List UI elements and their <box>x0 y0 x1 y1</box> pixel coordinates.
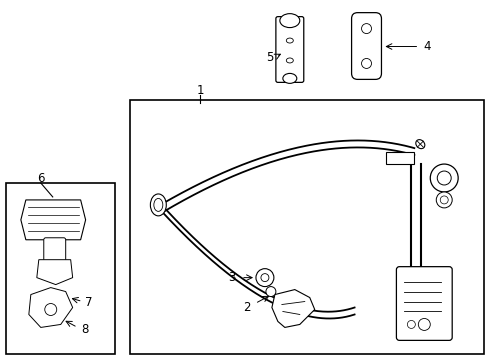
Circle shape <box>361 24 371 33</box>
Text: 5: 5 <box>265 51 273 64</box>
Circle shape <box>261 274 268 282</box>
Text: 6: 6 <box>37 171 44 185</box>
Text: 1: 1 <box>196 84 203 97</box>
Circle shape <box>45 303 57 315</box>
Ellipse shape <box>415 140 424 149</box>
Bar <box>6 183 115 354</box>
Bar <box>386 152 413 164</box>
Ellipse shape <box>286 58 293 63</box>
Circle shape <box>265 287 275 297</box>
FancyBboxPatch shape <box>396 267 451 340</box>
Polygon shape <box>21 200 85 240</box>
Polygon shape <box>29 288 73 328</box>
FancyBboxPatch shape <box>351 13 381 80</box>
Text: 7: 7 <box>85 296 92 309</box>
FancyBboxPatch shape <box>44 238 65 262</box>
Ellipse shape <box>282 73 296 84</box>
Text: 3: 3 <box>228 271 235 284</box>
Circle shape <box>417 319 429 330</box>
Text: 2: 2 <box>243 301 250 314</box>
Ellipse shape <box>286 38 293 43</box>
Circle shape <box>429 164 457 192</box>
Polygon shape <box>271 289 314 328</box>
Circle shape <box>407 320 414 328</box>
Ellipse shape <box>150 194 166 216</box>
Circle shape <box>439 196 447 204</box>
Polygon shape <box>37 260 73 285</box>
FancyBboxPatch shape <box>275 17 303 82</box>
Circle shape <box>436 171 450 185</box>
Ellipse shape <box>279 14 299 28</box>
Circle shape <box>255 269 273 287</box>
Circle shape <box>435 192 451 208</box>
Circle shape <box>361 58 371 68</box>
Text: 8: 8 <box>81 323 88 336</box>
Text: 4: 4 <box>423 40 430 53</box>
Bar <box>130 100 483 354</box>
Ellipse shape <box>154 198 163 211</box>
